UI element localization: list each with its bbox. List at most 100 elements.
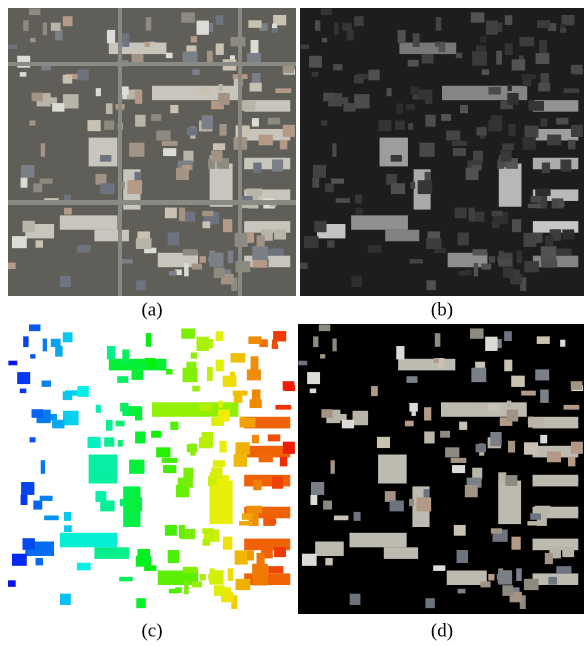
building: [368, 245, 382, 253]
building: [283, 381, 295, 390]
building: [564, 88, 580, 93]
building: [342, 420, 354, 429]
building: [387, 88, 392, 96]
building: [200, 574, 206, 581]
building: [530, 513, 541, 520]
building: [219, 124, 226, 136]
building: [406, 104, 415, 110]
building: [519, 37, 534, 46]
building: [354, 75, 363, 84]
building: [312, 178, 319, 188]
building: [100, 155, 111, 162]
building: [562, 547, 574, 557]
building: [29, 8, 40, 15]
building: [257, 553, 265, 564]
building: [127, 497, 142, 511]
building: [64, 525, 72, 532]
building: [166, 53, 173, 59]
building: [498, 577, 512, 583]
building: [22, 538, 34, 550]
building: [183, 151, 193, 162]
building: [344, 103, 356, 112]
building: [406, 376, 417, 383]
building: [109, 43, 167, 55]
masked-image: [298, 324, 584, 614]
building: [268, 566, 283, 573]
building: [240, 418, 256, 428]
building: [251, 40, 259, 54]
building: [36, 558, 43, 565]
building: [184, 263, 189, 276]
building: [522, 74, 537, 79]
building: [491, 528, 502, 533]
building: [183, 249, 198, 255]
building: [23, 20, 28, 31]
building: [100, 500, 114, 511]
building: [77, 70, 88, 81]
building: [556, 118, 568, 125]
building: [304, 236, 319, 248]
building: [116, 421, 125, 427]
building: [445, 447, 459, 457]
building: [453, 148, 466, 156]
building: [424, 407, 431, 420]
building: [63, 75, 72, 84]
building: [334, 22, 338, 35]
building: [390, 500, 404, 511]
building: [408, 60, 419, 67]
building: [346, 30, 353, 41]
building: [213, 460, 225, 467]
building: [472, 51, 487, 65]
building: [218, 93, 230, 105]
building: [425, 598, 434, 608]
building: [253, 162, 261, 173]
building: [236, 442, 250, 454]
building: [568, 140, 575, 150]
building: [223, 537, 232, 550]
building: [280, 457, 288, 467]
building: [22, 221, 34, 233]
building: [191, 352, 197, 358]
building: [351, 276, 362, 287]
building: [29, 437, 35, 442]
building: [60, 215, 118, 229]
building: [409, 499, 414, 506]
building: [354, 94, 369, 108]
building: [355, 195, 362, 204]
building: [136, 280, 145, 290]
building: [499, 164, 522, 207]
building: [371, 386, 378, 396]
building: [118, 440, 123, 447]
building: [236, 579, 251, 590]
building: [391, 183, 405, 194]
building: [524, 233, 537, 247]
building: [120, 403, 129, 412]
building: [244, 158, 290, 170]
building: [216, 331, 224, 341]
building: [272, 477, 283, 489]
building: [446, 130, 460, 140]
building: [399, 43, 456, 55]
building: [77, 563, 91, 571]
building: [100, 183, 114, 194]
building: [325, 183, 334, 192]
building: [192, 264, 202, 270]
building: [21, 165, 34, 178]
building: [466, 168, 479, 180]
building: [354, 512, 361, 521]
building: [251, 356, 259, 370]
building: [524, 125, 538, 137]
building: [234, 454, 247, 467]
building: [315, 20, 320, 31]
building: [165, 525, 177, 536]
building: [471, 12, 484, 22]
building: [516, 568, 522, 581]
building: [471, 368, 486, 382]
building: [540, 389, 549, 402]
building: [135, 431, 146, 443]
building: [496, 51, 502, 65]
building: [528, 204, 541, 208]
building: [109, 359, 167, 371]
building: [135, 407, 142, 420]
building: [106, 420, 113, 431]
